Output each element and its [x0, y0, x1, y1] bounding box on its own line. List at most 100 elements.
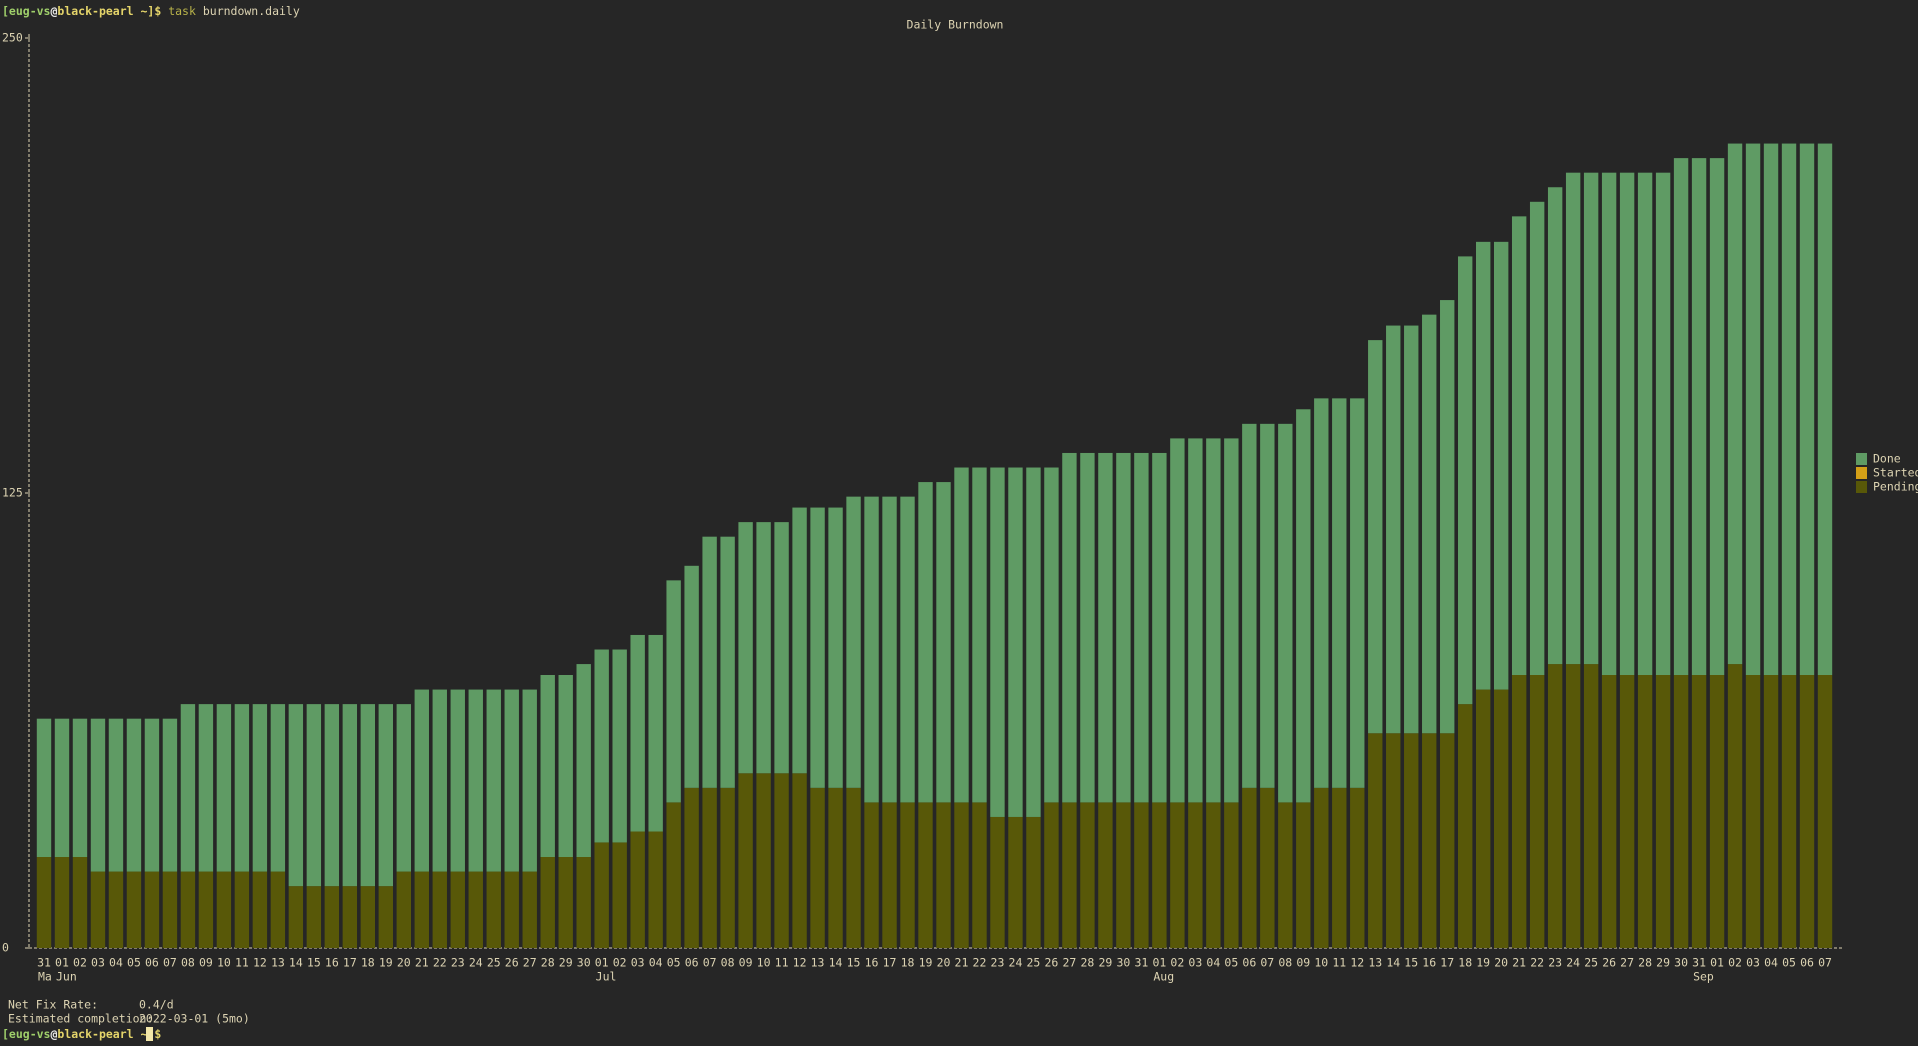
bar-segment — [594, 649, 609, 843]
x-tick-label: 01 — [1152, 956, 1166, 970]
x-tick-label: 08 — [1278, 956, 1292, 970]
bar-segment — [1350, 787, 1365, 948]
x-tick-label: 28 — [1080, 956, 1094, 970]
x-tick-label: 11 — [775, 956, 789, 970]
x-tick-label: 17 — [343, 956, 357, 970]
bar-segment — [558, 675, 573, 857]
x-tick-label: 07 — [163, 956, 177, 970]
bar-segment — [1565, 172, 1581, 665]
bar-segment — [450, 689, 465, 872]
bar-segment — [1637, 675, 1653, 948]
x-tick-label: 23 — [451, 956, 465, 970]
bar-segment — [90, 718, 106, 872]
x-month-label: Aug — [1153, 970, 1174, 984]
bar-segment — [594, 842, 609, 948]
legend-label: Started — [1873, 466, 1918, 480]
bar-segment — [936, 802, 951, 948]
bar-segment — [1116, 452, 1131, 803]
x-tick-label: 25 — [1027, 956, 1041, 970]
x-tick-label: 18 — [1458, 956, 1472, 970]
x-tick-label: 10 — [217, 956, 231, 970]
x-tick-label: 02 — [1170, 956, 1184, 970]
bar-segment — [1799, 675, 1815, 948]
x-tick-label: 07 — [1260, 956, 1274, 970]
bar-segment — [126, 718, 142, 872]
bar-segment — [900, 496, 915, 803]
bar-segment — [1026, 816, 1041, 948]
bar-segment — [792, 507, 807, 774]
bar-segment — [1475, 689, 1491, 948]
x-month-label: Jul — [596, 970, 617, 984]
x-tick-label: 07 — [703, 956, 717, 970]
x-tick-label: 04 — [109, 956, 123, 970]
x-tick-label: 08 — [181, 956, 195, 970]
bar-segment — [486, 689, 501, 872]
bar-segment — [72, 857, 88, 948]
stat-value: 0.4/d — [139, 998, 174, 1012]
bar-segment — [1529, 675, 1545, 948]
bar-segment — [1008, 467, 1023, 817]
bar-segment — [666, 580, 681, 803]
bar-segment — [540, 857, 555, 948]
bar-segment — [180, 704, 196, 872]
bar-segment — [954, 467, 969, 803]
prompt-user: [eug-vs — [2, 4, 50, 18]
bar-segment — [522, 871, 537, 948]
x-tick-label: 22 — [433, 956, 447, 970]
bar-segment — [630, 634, 645, 832]
bar-segment — [1260, 423, 1275, 788]
x-tick-label: 26 — [505, 956, 519, 970]
x-tick-label: 05 — [127, 956, 141, 970]
bar-segment — [1422, 314, 1437, 734]
x-tick-label: 19 — [1476, 956, 1490, 970]
x-tick-label: 06 — [685, 956, 699, 970]
bar-segment — [468, 871, 483, 948]
bar-segment — [1044, 467, 1059, 803]
bar-segment — [1493, 241, 1509, 690]
chart-title: Daily Burndown — [907, 18, 1004, 32]
x-tick-label: 10 — [757, 956, 771, 970]
stat-label: Net Fix Rate: — [8, 998, 98, 1012]
bar-segment — [702, 787, 717, 948]
legend-swatch — [1856, 481, 1867, 493]
bar-segment — [666, 802, 681, 948]
bar-segment — [1583, 664, 1599, 948]
bar-segment — [54, 718, 70, 857]
bar-segment — [414, 689, 429, 872]
bar-segment — [1170, 438, 1185, 803]
bar-segment — [576, 857, 591, 948]
x-tick-label: 02 — [1728, 956, 1742, 970]
bar-segment — [36, 718, 52, 857]
bar-segment — [810, 507, 825, 788]
x-tick-label: 26 — [1602, 956, 1616, 970]
x-tick-label: 16 — [865, 956, 879, 970]
bar-segment — [954, 802, 969, 948]
x-tick-label: 05 — [1782, 956, 1796, 970]
bar-segment — [1116, 802, 1131, 948]
bar-segment — [774, 773, 789, 948]
bar-segment — [342, 704, 358, 887]
bar-segment — [486, 871, 501, 948]
bar-segment — [738, 773, 753, 948]
bar-segment — [216, 871, 232, 948]
x-tick-label: 24 — [1566, 956, 1580, 970]
x-tick-label: 21 — [955, 956, 969, 970]
bar-segment — [810, 787, 825, 948]
bar-segment — [1673, 675, 1689, 948]
prompt-at: @ — [50, 1027, 57, 1041]
bar-segment — [630, 831, 645, 948]
bar-segment — [1637, 172, 1653, 675]
bar-segment — [144, 718, 160, 872]
bar-segment — [1673, 158, 1689, 675]
x-tick-label: 04 — [1206, 956, 1220, 970]
bar-segment — [1386, 325, 1401, 734]
x-tick-label: 20 — [937, 956, 951, 970]
bar-segment — [1188, 802, 1203, 948]
bar-segment — [1799, 143, 1815, 675]
stat-label: Estimated completion: — [8, 1012, 153, 1026]
x-tick-label: 05 — [1224, 956, 1238, 970]
bar-segment — [882, 496, 897, 803]
bar-segment — [1781, 675, 1797, 948]
bar-segment — [774, 522, 789, 774]
